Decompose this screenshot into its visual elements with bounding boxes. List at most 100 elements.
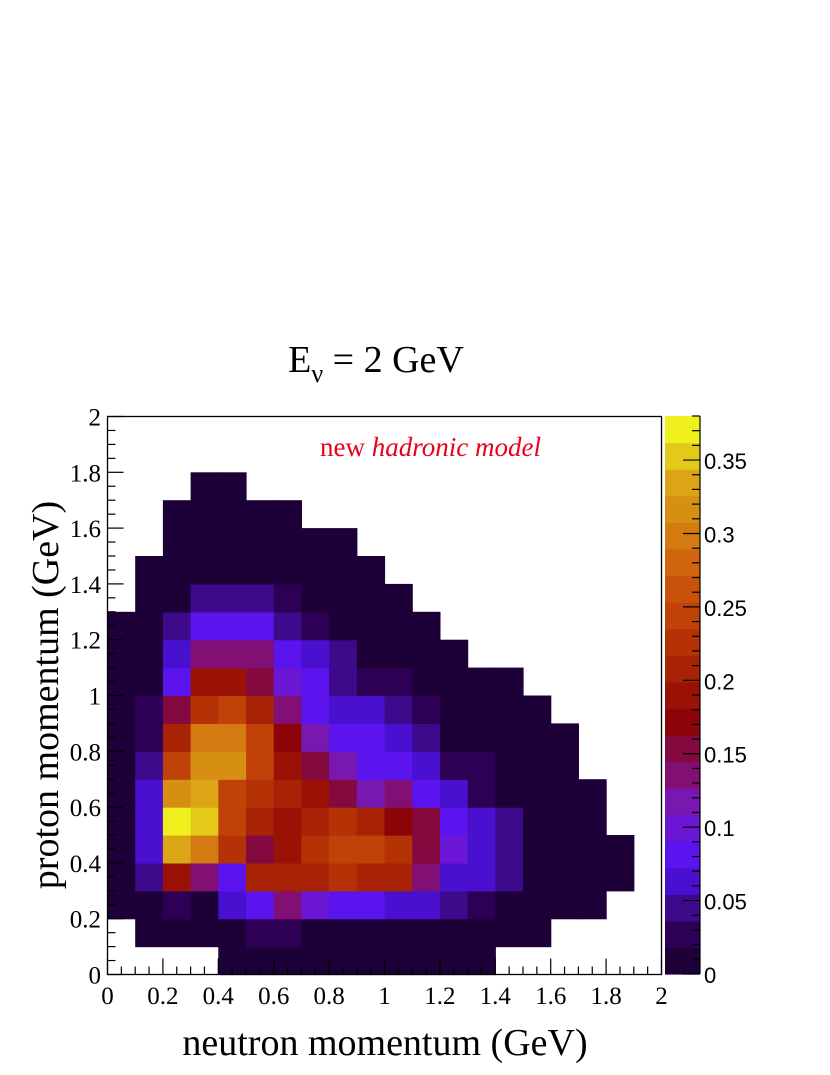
heatmap-cell <box>218 583 247 613</box>
heatmap-cell <box>218 667 247 697</box>
x-tick-label: 1.6 <box>535 983 566 1010</box>
x-axis-label: neutron momentum (GeV) <box>182 1022 587 1064</box>
heatmap-cell <box>135 556 164 585</box>
heatmap-cell <box>384 890 413 920</box>
x-tick-label: 0.4 <box>203 983 235 1010</box>
heatmap-cell <box>606 862 635 892</box>
heatmap-cell <box>162 918 192 948</box>
y-tick-label: 2 <box>89 405 102 432</box>
heatmap-cell <box>523 695 552 724</box>
heatmap-cell <box>467 890 496 920</box>
heatmap-cell <box>190 862 219 892</box>
heatmap-cell <box>246 835 275 864</box>
color-scale-swatch <box>665 814 700 842</box>
heatmap-cell <box>135 835 164 864</box>
heatmap-cell <box>329 918 358 948</box>
heatmap-cell <box>273 723 302 752</box>
color-scale-swatch <box>665 788 700 816</box>
heatmap-cell <box>162 751 192 780</box>
heatmap-cell <box>439 695 469 724</box>
heatmap-cell <box>190 667 219 697</box>
heatmap-cell <box>329 751 358 780</box>
y-tick-label: 1.6 <box>70 516 101 543</box>
heatmap-cell <box>273 807 302 836</box>
heatmap-cell <box>550 779 579 808</box>
heatmap-cell <box>301 639 330 669</box>
heatmap-cell <box>301 723 330 752</box>
heatmap-cell <box>218 918 247 948</box>
heatmap-cell <box>301 611 330 641</box>
heatmap-cell <box>246 667 275 697</box>
heatmap-cell <box>218 528 247 557</box>
heatmap-cell <box>384 611 413 641</box>
heatmap-cell <box>467 862 496 892</box>
x-tick-label: 1.8 <box>590 983 621 1010</box>
heatmap-cell <box>356 611 386 641</box>
heatmap-cell <box>523 918 552 948</box>
heatmap-cell <box>135 611 164 641</box>
heatmap-cell <box>218 500 247 529</box>
heatmap-cell <box>356 807 386 836</box>
heatmap-cell <box>384 918 413 948</box>
color-scale-tick-label: 0.35 <box>704 449 747 474</box>
y-tick-label: 0.4 <box>70 851 102 878</box>
heatmap-cell <box>301 918 330 948</box>
heatmap-cell <box>135 779 164 808</box>
heatmap-cell <box>218 695 247 724</box>
heatmap-cell <box>356 556 386 585</box>
heatmap-cell <box>273 835 302 864</box>
heatmap-cell <box>495 723 524 752</box>
heatmap-cell <box>329 583 358 613</box>
heatmap-cell <box>439 918 469 948</box>
heatmap-cell <box>190 556 219 585</box>
heatmap-cell <box>246 807 275 836</box>
heatmap-cell <box>246 862 275 892</box>
heatmap-cell <box>467 695 496 724</box>
heatmap-cell <box>162 500 192 529</box>
heatmap-cell <box>246 583 275 613</box>
heatmap-cell <box>135 583 164 613</box>
heatmap-cell <box>384 751 413 780</box>
heatmap-cell <box>135 695 164 724</box>
y-tick-label: 1.2 <box>70 628 101 655</box>
heatmap-cell <box>162 835 192 864</box>
heatmap-cell <box>550 807 579 836</box>
heatmap-cell <box>273 556 302 585</box>
heatmap-cell <box>356 695 386 724</box>
heatmap-cell <box>273 639 302 669</box>
heatmap-cell <box>329 835 358 864</box>
color-scale-tick-label: 0.1 <box>704 816 735 841</box>
heatmap-cell <box>412 751 441 780</box>
color-scale-tick-label: 0.15 <box>704 743 747 768</box>
heatmap-cell <box>246 918 275 948</box>
x-tick-label: 0.6 <box>258 983 289 1010</box>
heatmap-cell <box>329 695 358 724</box>
heatmap-cell <box>273 779 302 808</box>
heatmap-cell <box>550 723 579 752</box>
heatmap-cell <box>135 639 164 669</box>
heatmap-cell <box>329 639 358 669</box>
heatmap-cell <box>190 500 219 529</box>
heatmap-cell <box>495 751 524 780</box>
heatmap-cell <box>218 807 247 836</box>
color-scale-tick-label: 0 <box>704 963 716 988</box>
x-tick-label: 1.2 <box>424 983 455 1010</box>
heatmap-cell <box>495 918 524 948</box>
heatmap-cell <box>523 723 552 752</box>
heatmap-cell <box>384 835 413 864</box>
heatmap-cell <box>246 779 275 808</box>
heatmap-cell <box>412 639 441 669</box>
heatmap-cell <box>218 639 247 669</box>
heatmap-cell <box>412 890 441 920</box>
color-scale-swatch <box>665 602 700 630</box>
heatmap-cell <box>273 695 302 724</box>
y-tick-label: 0.6 <box>70 795 101 822</box>
heatmap-cell <box>523 751 552 780</box>
heatmap-cell <box>135 918 164 948</box>
heatmap-cell <box>301 807 330 836</box>
x-tick-label: 2 <box>655 983 668 1010</box>
heatmap-cell <box>190 890 219 920</box>
color-scale-tick-label: 0.25 <box>704 596 747 621</box>
heatmap-cell <box>550 751 579 780</box>
heatmap-cell <box>273 500 302 529</box>
